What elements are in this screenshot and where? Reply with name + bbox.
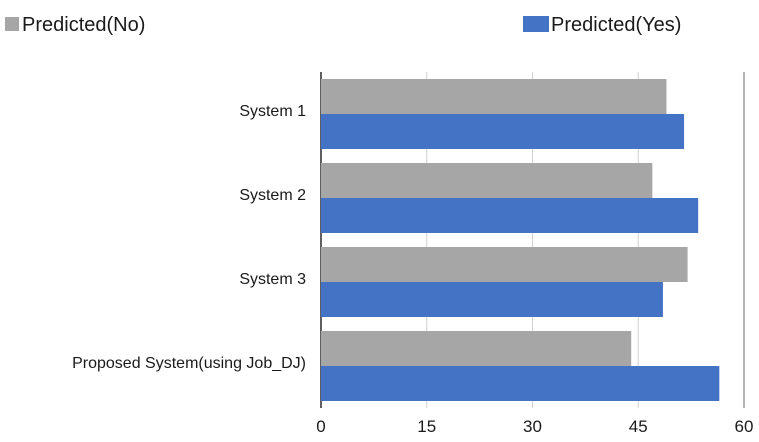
bar-predicted-no <box>321 79 667 114</box>
x-tick-label: 15 <box>417 417 436 436</box>
bar-predicted-yes <box>321 114 685 149</box>
x-tick-label: 30 <box>523 417 542 436</box>
legend-swatch-predicted-yes <box>523 16 549 32</box>
category-label: System 3 <box>239 271 306 288</box>
bar-predicted-yes <box>321 198 699 233</box>
bar-predicted-no <box>321 247 688 282</box>
bars <box>321 79 720 401</box>
category-label: System 1 <box>239 103 306 120</box>
bar-predicted-yes <box>321 366 720 401</box>
x-tick-labels: 0 15 30 45 60 <box>316 417 753 436</box>
bar-predicted-no <box>321 331 632 366</box>
x-tick-label: 0 <box>316 417 325 436</box>
category-label: Proposed System(using Job_DJ) <box>72 355 306 372</box>
legend-label: Predicted(Yes) <box>551 14 681 36</box>
legend-label: Predicted(No) <box>22 14 145 36</box>
x-tick-label: 45 <box>629 417 648 436</box>
x-tick-label: 60 <box>735 417 754 436</box>
bar-predicted-yes <box>321 282 663 317</box>
category-label: System 2 <box>239 187 306 204</box>
legend-swatch-predicted-no <box>5 17 19 31</box>
bar-predicted-no <box>321 163 653 198</box>
legend: Predicted(No) Predicted(Yes) <box>5 14 681 36</box>
category-labels: System 1 System 2 System 3 Proposed System(… <box>72 103 306 372</box>
